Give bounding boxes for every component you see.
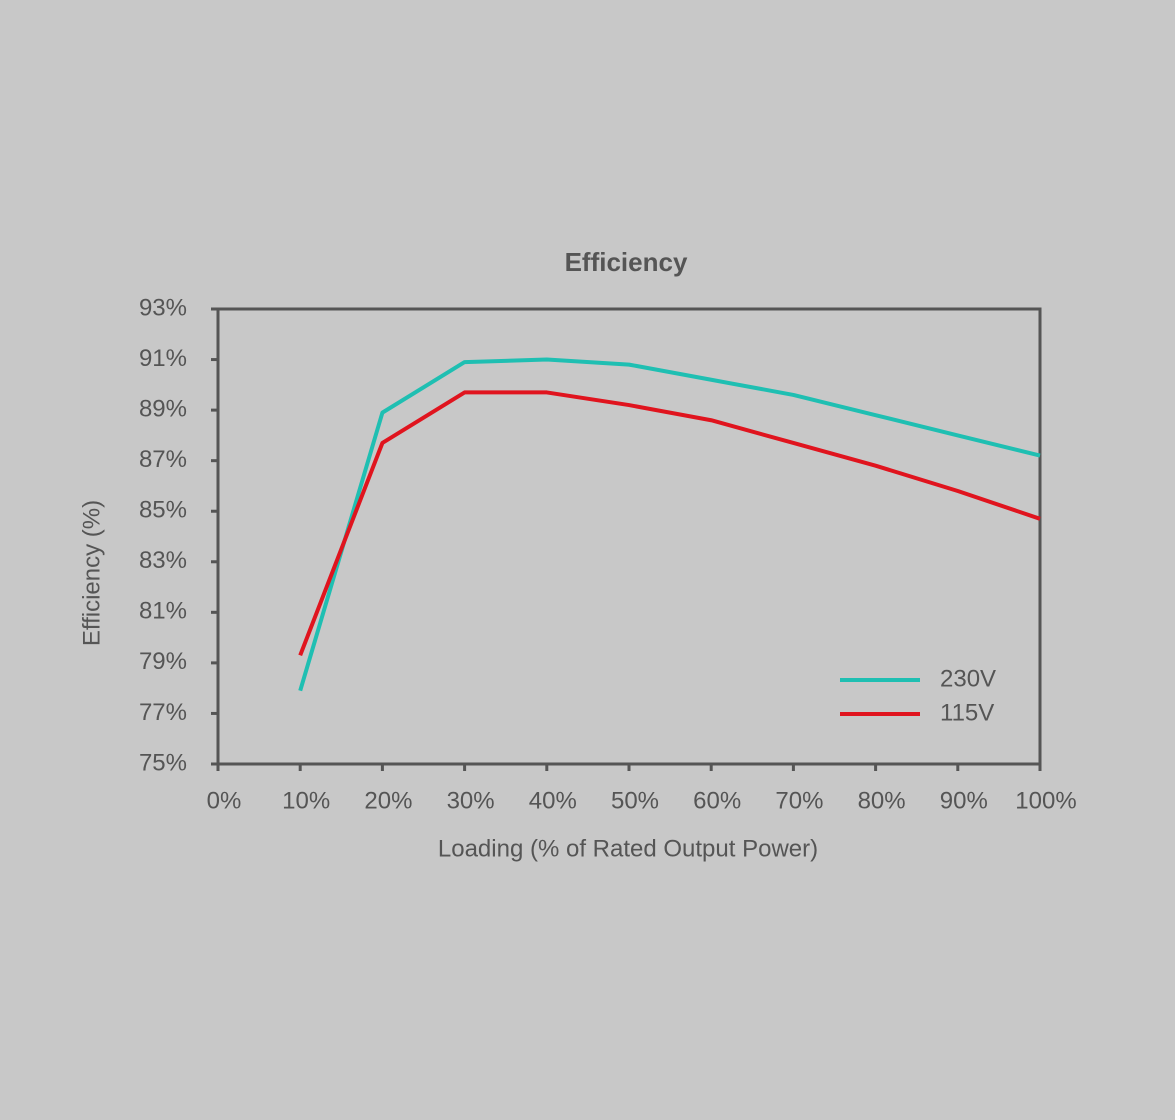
x-tick-label: 100%	[1015, 787, 1076, 814]
x-tick-label: 90%	[940, 787, 988, 814]
y-tick-label: 81%	[139, 598, 187, 625]
x-axis-label: Loading (% of Rated Output Power)	[438, 835, 818, 862]
y-tick-label: 75%	[139, 749, 187, 776]
legend-label: 230V	[940, 665, 996, 692]
x-tick-label: 80%	[858, 787, 906, 814]
y-tick-label: 85%	[139, 497, 187, 524]
y-tick-label: 77%	[139, 699, 187, 726]
y-tick-label: 93%	[139, 294, 187, 321]
y-tick-label: 87%	[139, 446, 187, 473]
legend-label: 115V	[940, 699, 994, 726]
x-tick-label: 70%	[775, 787, 823, 814]
x-tick-label: 10%	[282, 787, 330, 814]
x-tick-label: 40%	[529, 787, 577, 814]
x-tick-label: 60%	[693, 787, 741, 814]
x-tick-label: 0%	[207, 787, 242, 814]
series-line	[298, 357, 1041, 692]
y-tick-label: 79%	[139, 648, 187, 675]
x-tick-label: 30%	[447, 787, 495, 814]
y-tick-label: 89%	[139, 395, 187, 422]
x-tick-label: 20%	[364, 787, 412, 814]
y-tick-label: 91%	[139, 345, 187, 372]
series-line	[298, 390, 1041, 657]
chart-title: Efficiency	[565, 247, 688, 277]
y-axis-label: Efficiency (%)	[78, 500, 105, 646]
y-tick-label: 83%	[139, 547, 187, 574]
x-tick-label: 50%	[611, 787, 659, 814]
